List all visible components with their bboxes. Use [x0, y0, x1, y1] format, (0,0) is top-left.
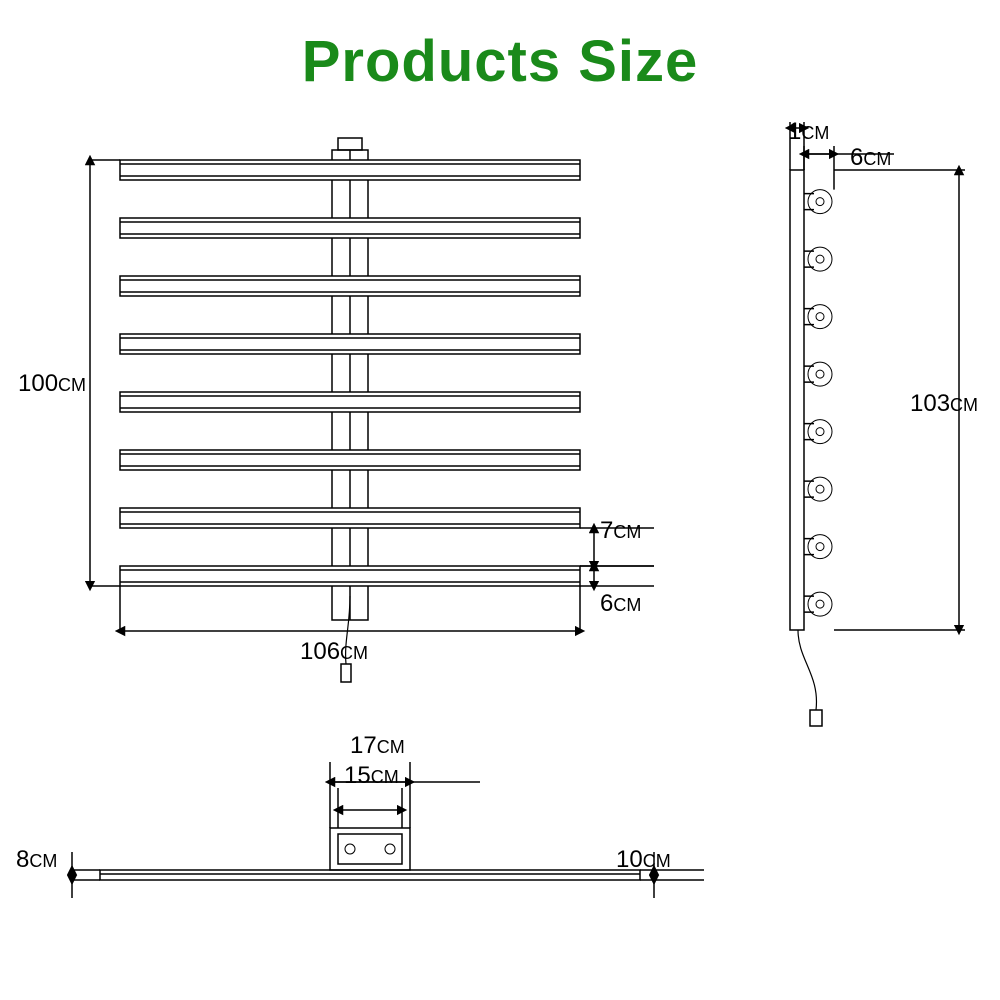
dim-bar-thick: 6CM: [600, 590, 641, 618]
side-view: [790, 122, 965, 726]
dim-end-left: 8CM: [16, 846, 57, 874]
dim-side-top-small: 1CM: [788, 118, 829, 146]
dim-side-top-wide: 6CM: [850, 144, 891, 172]
dim-front-height: 100CM: [18, 370, 86, 398]
dim-bar-gap: 7CM: [600, 517, 641, 545]
dim-end-right: 10CM: [616, 846, 671, 874]
dim-end-inner: 15CM: [344, 762, 399, 790]
dim-end-outer: 17CM: [350, 732, 405, 760]
dim-side-height: 103CM: [910, 390, 978, 418]
front-view: [90, 138, 654, 682]
dim-front-width: 106CM: [300, 638, 368, 666]
